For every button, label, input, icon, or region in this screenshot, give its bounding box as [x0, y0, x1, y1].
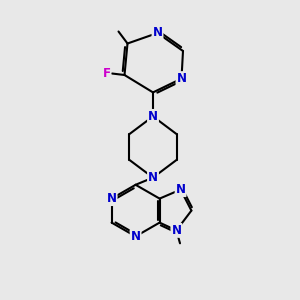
Text: N: N	[106, 192, 117, 205]
Text: N: N	[152, 26, 163, 40]
Text: N: N	[130, 230, 141, 243]
Text: N: N	[171, 224, 182, 237]
Text: N: N	[176, 183, 186, 196]
Text: N: N	[148, 110, 158, 123]
Text: F: F	[103, 67, 110, 80]
Text: N: N	[148, 171, 158, 184]
Text: N: N	[176, 72, 187, 85]
